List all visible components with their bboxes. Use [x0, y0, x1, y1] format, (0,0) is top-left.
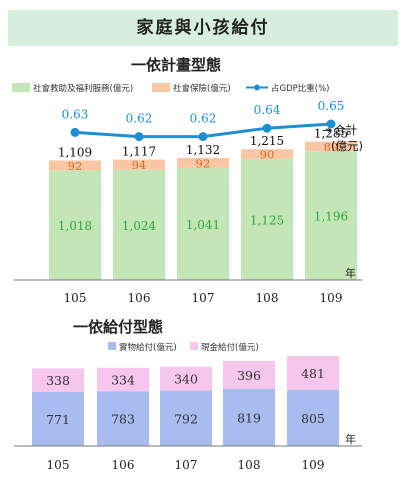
- bar-welfare-109: [305, 151, 357, 280]
- label-in-kind-107: 792: [174, 411, 198, 426]
- label-welfare-105: 1,018: [58, 219, 92, 233]
- title-banner: 家庭與小孩給付: [8, 10, 398, 46]
- label-insurance-108: 90: [260, 148, 275, 162]
- legend-cash-swatch: [190, 342, 198, 350]
- bar-cash-108: [223, 360, 275, 389]
- x-tick-105: 105: [47, 458, 70, 472]
- gdp-label-108: 0.64: [254, 103, 281, 117]
- label-welfare-107: 1,041: [186, 218, 220, 232]
- legend-welfare-label: 社會救助及福利服務(億元): [33, 83, 133, 94]
- x-tick-109: 109: [302, 458, 325, 472]
- gdp-point-107: [198, 132, 208, 142]
- bar-insurance-107: [177, 157, 229, 168]
- bar-insurance-105: [49, 160, 101, 171]
- legend-insurance-label: 社會保險(億元): [173, 83, 231, 94]
- bar-insurance-108: [241, 149, 293, 159]
- bar-in-kind-107: [160, 390, 212, 446]
- x-tick-106: 106: [128, 291, 151, 305]
- totals-label-line1: 合計: [334, 123, 357, 137]
- label-total-105: 1,109: [58, 145, 92, 159]
- gdp-label-106: 0.62: [126, 112, 153, 126]
- bar-welfare-106: [113, 169, 165, 280]
- page-title: 家庭與小孩給付: [136, 18, 270, 38]
- x-tick-107: 107: [192, 291, 215, 305]
- bar-cash-106: [97, 367, 149, 392]
- label-in-kind-106: 783: [111, 412, 135, 427]
- bar-in-kind-109: [287, 389, 339, 446]
- legend-in-kind-label: 實物給付(億元): [119, 342, 177, 353]
- x-axis-unit: 年: [345, 266, 356, 280]
- x-tick-109: 109: [320, 291, 343, 305]
- bar-in-kind-108: [223, 388, 275, 446]
- label-insurance-107: 92: [196, 156, 211, 170]
- bar-insurance-109: [305, 141, 357, 152]
- totals-arrow: →: [322, 124, 331, 137]
- totals-label-line2: (億元): [331, 139, 363, 153]
- bar-welfare-107: [177, 167, 229, 280]
- x-tick-105: 105: [64, 291, 87, 305]
- gdp-point-105: [70, 127, 80, 137]
- bar-insurance-106: [113, 159, 165, 170]
- bar-cash-107: [160, 366, 212, 391]
- label-welfare-108: 1,125: [250, 213, 284, 227]
- label-insurance-106: 94: [132, 158, 147, 172]
- label-in-kind-109: 805: [301, 411, 325, 426]
- label-welfare-106: 1,024: [122, 219, 157, 233]
- chart-title: 一依計畫型態: [131, 56, 221, 74]
- bar-cash-109: [287, 355, 339, 390]
- label-cash-108: 396: [237, 368, 261, 383]
- legend-cash-label: 現金給付(億元): [201, 342, 259, 353]
- gdp-point-106: [134, 132, 144, 142]
- legend-gdp-share-marker: [254, 84, 260, 91]
- gdp-point-108: [262, 123, 272, 133]
- x-tick-107: 107: [175, 458, 198, 472]
- legend-gdp-share-label: 占GDP比重(%): [271, 83, 329, 94]
- x-tick-106: 106: [112, 458, 135, 472]
- legend-insurance-swatch: [152, 83, 170, 92]
- bar-welfare-108: [241, 158, 293, 280]
- legend-in-kind-swatch: [108, 342, 116, 350]
- label-total-108: 1,215: [250, 134, 284, 148]
- legend-welfare-swatch: [12, 83, 30, 92]
- label-welfare-109: 1,196: [314, 210, 348, 224]
- gdp-point-109: [326, 119, 336, 129]
- gdp-label-105: 0.63: [62, 107, 89, 121]
- bar-in-kind-106: [97, 391, 149, 446]
- bar-in-kind-105: [32, 392, 84, 446]
- label-insurance-109: 89: [324, 140, 339, 154]
- bar-cash-105: [32, 368, 84, 393]
- label-in-kind-108: 819: [237, 410, 261, 425]
- gdp-label-109: 0.65: [318, 99, 345, 113]
- label-total-109: 1,285: [314, 127, 348, 141]
- chart-title: 一依給付型態: [73, 318, 163, 336]
- label-in-kind-105: 771: [46, 412, 70, 427]
- gdp-label-107: 0.62: [190, 112, 217, 126]
- label-cash-106: 334: [111, 373, 135, 388]
- label-cash-107: 340: [174, 372, 198, 387]
- label-total-106: 1,117: [122, 145, 156, 159]
- label-insurance-105: 92: [68, 159, 83, 173]
- label-cash-109: 481: [301, 366, 325, 381]
- label-total-107: 1,132: [186, 143, 220, 157]
- bar-welfare-105: [49, 170, 101, 280]
- x-tick-108: 108: [238, 458, 261, 472]
- label-cash-105: 338: [46, 373, 70, 388]
- x-tick-108: 108: [256, 291, 279, 305]
- x-axis-unit: 年: [345, 432, 356, 446]
